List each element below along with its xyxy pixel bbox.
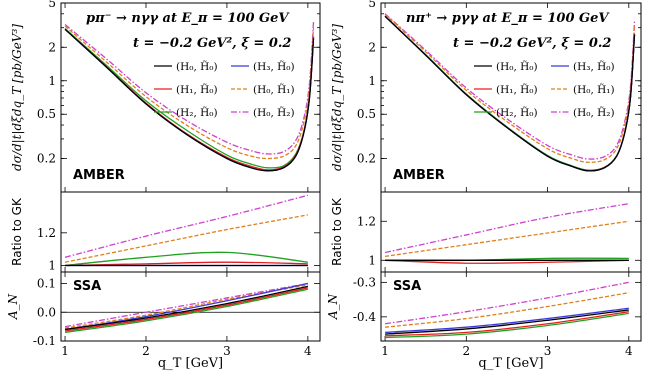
cross-section-plot: 0.2 0.5 1 2 5 dσ/d|t|dξdq_T [pb/GeV³] pπ⁻ → nγ…: [10, 0, 321, 193]
process-title: pπ⁻ → nγγ at E_π = 100 GeV: [86, 11, 290, 26]
panel-1: 0.2 0.5 1 2 5 dσ/d|t|dξdq_T [pb/GeV³] pπ⁻ → nγ…: [6, 0, 321, 371]
series-line-h0-h1: [384, 13, 636, 163]
ssa-line-h0-h2: [384, 281, 629, 325]
ratio-line-h0-h2: [64, 194, 309, 258]
series-line-h0-h0: [384, 15, 636, 172]
cross-section-plot: 0.2 0.5 1 2 5 dσ/d|t|dξdq_T [pb/GeV³] nπ⁺ → pγ…: [330, 0, 642, 193]
experiment-label: AMBER: [393, 168, 445, 183]
ratio-plot: 1 1.2 Ratio to GK: [330, 191, 642, 273]
ssa-line-h0-h0: [385, 309, 629, 335]
plot-frame: [380, 2, 642, 193]
x-tick-label: 4: [304, 344, 312, 358]
x-tick-label: 2: [462, 344, 470, 358]
ssa-line-h1-h0: [64, 287, 308, 332]
ssa-line-h1-h0: [385, 311, 629, 337]
y-tick-label: 0.5: [357, 107, 376, 121]
ssa-label: SSA: [393, 279, 421, 294]
x-tick-label: 1: [61, 344, 69, 358]
legend-entry: (H₁, H̃₀): [496, 83, 538, 96]
ssa-line-h2-h0: [385, 312, 629, 339]
y-tick-label: 1.2: [357, 214, 376, 228]
kinematics-subtitle: t = −0.2 GeV², ξ = 0.2: [453, 36, 611, 51]
legend-entry: (H₃, H̃₀): [573, 60, 615, 73]
ssa-line-h0-h0: [64, 285, 308, 331]
ratio-line-h0-h2: [384, 203, 629, 254]
y-tick-label: 1: [48, 258, 56, 272]
y-tick-label: 1: [48, 74, 56, 88]
ratio-line-h0-h1: [384, 220, 629, 258]
plot-frame: [60, 2, 321, 193]
ratio-plot: 1 1.2 Ratio to GK: [10, 191, 321, 273]
ssa-label: SSA: [73, 279, 101, 294]
ratio-axis-label: Ratio to GK: [10, 197, 24, 266]
y-tick-label: 2: [368, 40, 376, 54]
y-tick-label: 1: [368, 74, 376, 88]
kinematics-subtitle: t = −0.2 GeV², ξ = 0.2: [133, 36, 291, 51]
ratio-axis-label: Ratio to GK: [330, 197, 344, 266]
legend: (H₀, H̃₀) (H₃, H̃₀) (H₁, H̃₀) (H₀, H̃₁) (H₂,…: [154, 60, 295, 119]
ssa-line-h3-h0: [385, 307, 629, 334]
legend-entry: (H₀, H̃₁): [253, 83, 295, 96]
legend-entry: (H₀, H̃₁): [573, 83, 615, 96]
legend-entry: (H₁, H̃₀): [176, 83, 218, 96]
ratio-line-h1-h0: [385, 259, 629, 264]
y-tick-label: 0.2: [357, 152, 376, 166]
series-line-h0-h0: [64, 28, 315, 172]
y-tick-label: -0.3: [353, 275, 376, 289]
ssa-line-h2-h0: [64, 288, 308, 334]
y-tick-label: 5: [368, 0, 376, 10]
y-tick-label: 0.1: [37, 277, 56, 291]
ssa-line-h0-h1: [384, 292, 629, 328]
y-axis-label: dσ/d|t|dξdq_T [pb/GeV³]: [330, 24, 344, 171]
y-tick-label: -0.4: [353, 310, 377, 324]
series-line-h0-h2: [384, 13, 636, 160]
legend-entry: (H₂, H̃₀): [176, 106, 218, 119]
x-axis-label: q_T [GeV]: [478, 356, 543, 371]
legend-entry: (H₃, H̃₀): [253, 60, 295, 73]
y-tick-label: -0.1: [33, 334, 56, 348]
ssa-axis-label: A_N: [6, 293, 20, 320]
x-tick-label: 2: [142, 344, 150, 358]
legend-entry: (H₀, H̃₀): [176, 60, 218, 73]
x-tick-label: 4: [625, 344, 633, 358]
legend-entry: (H₀, H̃₂): [573, 106, 615, 119]
y-tick-label: 1.2: [37, 226, 56, 240]
legend: (H₀, H̃₀) (H₃, H̃₀) (H₁, H̃₀) (H₀, H̃₁) (H₂,…: [474, 60, 615, 119]
ratio-line-h0-h1: [64, 214, 308, 263]
series-line-h0-h2: [64, 21, 315, 155]
panel-2: 0.2 0.5 1 2 5 dσ/d|t|dξdq_T [pb/GeV³] nπ⁺ → pγ…: [326, 0, 642, 371]
y-tick-label: 0.0: [37, 305, 56, 319]
ssa-axis-label: A_N: [326, 293, 340, 320]
legend-entry: (H₂, H̃₀): [496, 106, 538, 119]
y-tick-label: 1: [368, 253, 376, 267]
process-title: nπ⁺ → pγγ at E_π = 100 GeV: [406, 11, 610, 26]
series-line-h0-h1: [64, 25, 315, 160]
ratio-line-h1-h0: [65, 261, 308, 267]
legend-entry: (H₀, H̃₂): [253, 106, 295, 119]
y-tick-label: 0.5: [37, 107, 56, 121]
legend-entry: (H₀, H̃₀): [496, 60, 538, 73]
x-axis-label: q_T [GeV]: [158, 356, 223, 371]
plot-frame: [380, 271, 642, 342]
ssa-plot: -0.1 0.0 0.1 1 2 3 4 SSA A_N q_T [GeV]: [6, 271, 321, 371]
plot-frame: [60, 191, 321, 273]
experiment-label: AMBER: [73, 168, 125, 183]
ssa-line-h0-h2: [64, 282, 308, 328]
ssa-plot: -0.4 -0.3 1 2 3 4 SSA A_N q_T [GeV]: [326, 271, 642, 371]
x-tick-label: 1: [381, 344, 389, 358]
x-tick-label: 3: [544, 344, 552, 358]
y-axis-label: dσ/d|t|dξdq_T [pb/GeV³]: [10, 24, 24, 171]
x-tick-label: 3: [223, 344, 231, 358]
y-tick-label: 5: [48, 0, 56, 10]
ratio-line-h2-h0: [64, 251, 308, 267]
y-tick-label: 0.2: [37, 152, 56, 166]
y-tick-label: 2: [48, 40, 56, 54]
plot-frame: [60, 271, 321, 342]
